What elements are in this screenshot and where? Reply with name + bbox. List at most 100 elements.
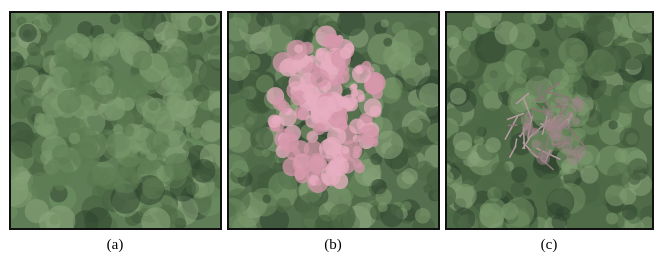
texture — [381, 19, 389, 27]
texture — [351, 83, 357, 89]
image-panel — [215, 5, 448, 240]
texture — [536, 174, 564, 202]
texture — [524, 112, 533, 121]
texture — [402, 168, 418, 184]
texture — [415, 50, 429, 64]
texture — [511, 167, 527, 183]
texture — [308, 55, 314, 61]
texture — [133, 126, 148, 141]
texture — [426, 169, 448, 191]
texture — [450, 88, 467, 105]
texture — [123, 157, 135, 169]
texture — [531, 140, 540, 149]
texture — [315, 124, 323, 132]
texture — [340, 47, 352, 59]
texture — [339, 96, 350, 107]
texture — [154, 21, 178, 45]
texture — [276, 198, 291, 213]
texture — [84, 207, 112, 235]
texture — [592, 47, 622, 77]
texture — [581, 166, 599, 184]
texture — [266, 47, 275, 56]
texture — [565, 111, 574, 120]
texture — [521, 94, 536, 109]
texture — [148, 101, 158, 111]
texture — [45, 157, 74, 186]
texture — [619, 43, 647, 71]
texture — [279, 58, 297, 76]
texture — [192, 159, 216, 183]
texture — [504, 197, 534, 227]
texture — [293, 154, 314, 175]
texture — [342, 190, 354, 202]
texture — [493, 186, 506, 199]
texture — [572, 118, 580, 126]
caption: (c) — [541, 237, 558, 253]
texture — [133, 51, 153, 71]
texture — [193, 85, 210, 102]
texture — [392, 22, 405, 35]
texture — [104, 147, 116, 159]
texture — [519, 135, 520, 136]
texture — [615, 148, 629, 162]
texture — [113, 124, 123, 134]
texture — [561, 142, 573, 154]
texture — [281, 138, 291, 148]
texture — [49, 214, 59, 224]
texture — [166, 46, 188, 68]
texture — [146, 131, 170, 155]
texture — [316, 180, 322, 186]
texture — [10, 97, 32, 119]
texture — [404, 78, 416, 90]
texture — [358, 125, 379, 146]
texture — [19, 24, 37, 42]
texture — [606, 213, 618, 225]
texture — [536, 151, 550, 165]
texture — [47, 13, 59, 25]
texture — [243, 111, 266, 134]
texture — [511, 182, 526, 197]
texture — [15, 80, 34, 99]
texture — [474, 1, 501, 28]
texture — [262, 195, 271, 204]
texture — [561, 120, 571, 130]
texture — [239, 88, 250, 99]
texture — [27, 42, 41, 56]
texture — [607, 162, 631, 186]
texture — [547, 118, 562, 133]
texture — [294, 44, 303, 53]
texture — [272, 115, 281, 124]
texture — [453, 132, 473, 152]
texture — [334, 36, 342, 44]
texture — [530, 128, 537, 135]
texture — [353, 159, 362, 168]
caption: (b) — [324, 237, 342, 253]
texture — [123, 125, 135, 137]
texture — [392, 110, 402, 120]
texture — [205, 15, 216, 26]
texture — [94, 75, 113, 94]
texture — [523, 11, 537, 25]
texture — [548, 68, 569, 89]
texture — [337, 159, 343, 165]
texture — [560, 98, 569, 107]
texture — [523, 123, 531, 131]
texture — [186, 125, 194, 133]
texture — [303, 91, 314, 102]
texture — [233, 8, 251, 26]
texture — [310, 69, 329, 88]
texture — [5, 52, 24, 71]
texture — [622, 204, 638, 220]
texture — [442, 171, 454, 183]
texture — [278, 101, 290, 113]
texture — [605, 184, 627, 206]
texture — [361, 61, 371, 71]
texture — [619, 127, 639, 147]
texture — [280, 11, 306, 37]
texture — [364, 98, 382, 116]
texture — [288, 74, 305, 91]
texture — [342, 146, 350, 154]
texture — [485, 137, 501, 153]
texture — [110, 14, 121, 25]
texture — [378, 202, 388, 212]
